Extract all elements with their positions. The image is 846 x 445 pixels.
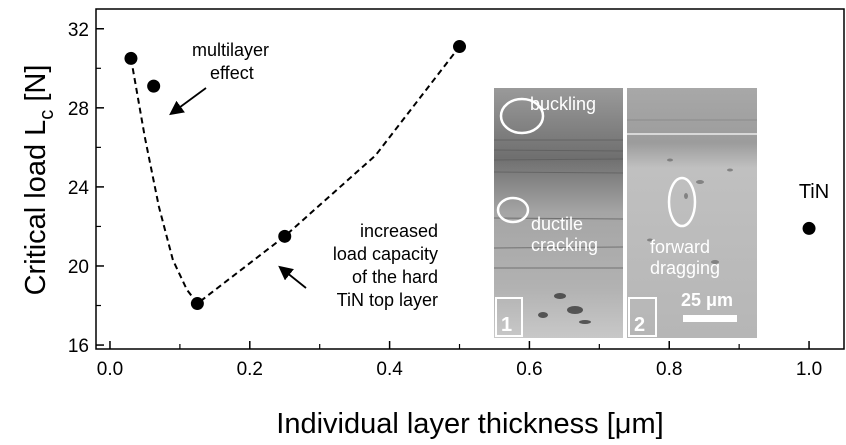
increased-line-3: of the hard xyxy=(352,267,438,287)
data-point xyxy=(453,40,467,54)
data-point xyxy=(147,79,161,93)
multilayer-line-2: effect xyxy=(210,63,254,83)
panel-1-number-box xyxy=(495,297,523,337)
panel-2-number-box xyxy=(628,297,657,337)
x-tick-label: 0.8 xyxy=(656,359,682,380)
forward-label: forward xyxy=(650,237,710,257)
x-tick-label: 1.0 xyxy=(796,359,822,380)
cracking-label: cracking xyxy=(531,235,598,255)
x-axis-title: Individual layer thickness [μm] xyxy=(276,408,663,440)
forward-dragging-highlight xyxy=(667,176,697,228)
tin-point-label: TiN xyxy=(799,181,829,203)
axes: 0.0 0.2 0.4 0.6 0.8 1.0 16 20 24 28 32 xyxy=(68,20,822,380)
buckling-label: buckling xyxy=(530,94,596,114)
ductile-label: ductile xyxy=(531,214,583,234)
multilayer-arrow xyxy=(169,87,207,116)
data-point xyxy=(278,229,292,243)
panel-2-number: 2 xyxy=(634,314,645,336)
multilayer-line-1: multilayer xyxy=(192,40,269,60)
increased-arrow xyxy=(278,265,307,289)
buckling-highlight xyxy=(499,97,545,135)
trend-line-group xyxy=(130,45,461,305)
y-tick-label: 16 xyxy=(68,336,89,357)
y-tick-label: 20 xyxy=(68,257,89,278)
dragging-label: dragging xyxy=(650,258,720,278)
increased-line-2: load capacity xyxy=(333,244,438,264)
scale-bar-label: 25 μm xyxy=(681,290,733,310)
y-axis-title-unit: [N] xyxy=(20,65,52,110)
plot-frame xyxy=(95,8,845,350)
y-tick-label: 32 xyxy=(68,20,89,41)
data-point xyxy=(124,51,138,65)
data-point xyxy=(190,297,204,311)
x-tick-label: 0.4 xyxy=(376,359,403,380)
y-axis-title-subscript: c xyxy=(36,110,58,120)
inset-panel-1: buckling ductile cracking 1 xyxy=(493,88,624,338)
y-axis-title-main: Critical load L xyxy=(20,120,52,296)
increased-capacity-annotation: increased load capacity of the hard TiN … xyxy=(278,221,438,310)
data-point xyxy=(802,221,816,235)
inset-micrographs: buckling ductile cracking 1 forward drag… xyxy=(493,88,757,338)
x-tick-label: 0.2 xyxy=(237,359,263,380)
x-tick-label: 0.6 xyxy=(516,359,542,380)
multilayer-annotation: multilayer effect xyxy=(169,40,269,116)
scale-bar xyxy=(683,315,737,322)
increased-line-1: increased xyxy=(360,221,438,241)
ductile-cracking-highlight xyxy=(496,196,530,224)
increased-line-4: TiN top layer xyxy=(337,290,438,310)
inset-panel-2: forward dragging 2 25 μm xyxy=(627,88,757,338)
panel-1-number: 1 xyxy=(501,314,512,336)
data-points-group xyxy=(124,40,816,311)
x-tick-label: 0.0 xyxy=(97,359,123,380)
y-tick-label: 24 xyxy=(68,178,90,199)
y-tick-label: 28 xyxy=(68,99,89,120)
trend-line xyxy=(130,45,461,305)
y-axis-title: Critical load Lc [N] xyxy=(20,65,58,296)
